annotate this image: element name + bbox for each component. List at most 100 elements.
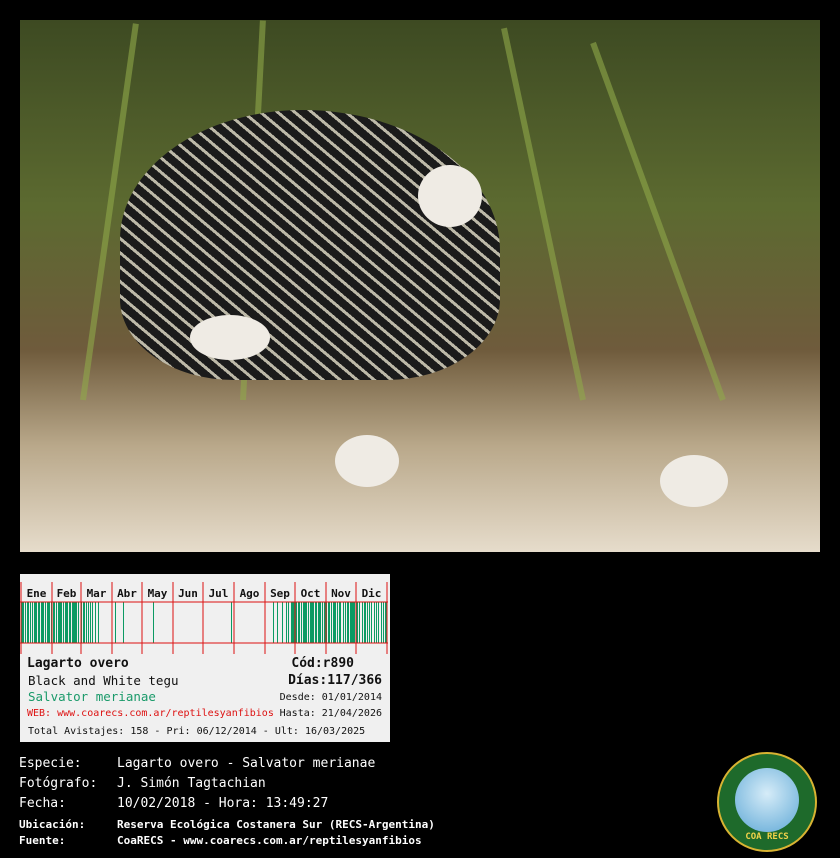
- sighting-bar: [374, 602, 375, 643]
- sighting-bar: [72, 602, 77, 643]
- sighting-bar: [90, 602, 91, 643]
- sighting-bar: [298, 602, 300, 643]
- sighting-bar: [364, 602, 366, 643]
- footer-fuente: Fuente: CoaRECS - www.coarecs.com.ar/rept…: [19, 834, 422, 847]
- sighting-bar: [381, 602, 382, 643]
- sighting-bar: [63, 602, 64, 643]
- coa-recs-logo: COA RECS: [717, 752, 817, 852]
- sighting-bar: [288, 602, 289, 643]
- month-label: Ene: [27, 587, 47, 600]
- sighting-bar: [53, 602, 55, 643]
- egg: [660, 455, 728, 507]
- sighting-bar: [286, 602, 287, 643]
- month-label: Oct: [301, 587, 321, 600]
- sighting-bar: [350, 602, 355, 643]
- grass: [590, 41, 726, 402]
- scientific-name: Salvator merianae: [28, 689, 156, 704]
- sighting-bar: [337, 602, 338, 643]
- common-name: Lagarto overo: [27, 656, 129, 671]
- sighting-bar: [362, 602, 363, 643]
- month-label: Abr: [117, 587, 137, 600]
- egg: [418, 165, 482, 227]
- sighting-bar: [38, 602, 40, 643]
- sighting-bar: [32, 602, 33, 643]
- month-label: Jun: [178, 587, 198, 600]
- sighting-bar: [301, 602, 302, 643]
- sighting-bar: [34, 602, 37, 643]
- sighting-bar: [339, 602, 341, 643]
- totals: Total Avistajes: 158 - Pri: 06/12/2014 -…: [28, 726, 366, 737]
- month-label: Feb: [57, 587, 77, 600]
- sighting-bar: [95, 602, 96, 643]
- sighting-bar: [47, 602, 50, 643]
- sighting-bar: [347, 602, 349, 643]
- sighting-bar: [356, 602, 358, 643]
- sighting-bar: [30, 602, 31, 643]
- sighting-bar: [371, 602, 372, 643]
- especie-value: Lagarto overo - Salvator merianae: [117, 756, 376, 771]
- sighting-bar: [328, 602, 330, 643]
- especie-label: Especie:: [19, 756, 82, 771]
- english-name: Black and White tegu: [28, 673, 179, 688]
- egg: [190, 315, 270, 360]
- fecha-value: 10/02/2018 - Hora: 13:49:27: [117, 796, 329, 811]
- month-label: Dic: [362, 587, 382, 600]
- sighting-bar: [322, 602, 323, 643]
- sighting-bar: [83, 602, 85, 643]
- sighting-bar: [282, 602, 283, 643]
- lizard: [120, 110, 500, 380]
- sighting-bar: [315, 602, 317, 643]
- month-label: Ago: [240, 587, 260, 600]
- sighting-bar: [310, 602, 314, 643]
- sighting-bar: [78, 602, 79, 643]
- photo: [20, 20, 820, 552]
- sighting-bar: [308, 602, 309, 643]
- sighting-bar: [273, 602, 274, 643]
- month-label: Jul: [209, 587, 229, 600]
- fotografo-value: J. Simón Tagtachian: [117, 776, 266, 791]
- footer-especie: Especie: Lagarto overo - Salvator meriana…: [19, 756, 375, 771]
- month-label: May: [148, 587, 168, 600]
- sighting-bar: [58, 602, 62, 643]
- sighting-bar: [376, 602, 377, 643]
- fotografo-label: Fotógrafo:: [19, 776, 98, 791]
- sighting-bar: [21, 602, 24, 643]
- sighting-bar: [123, 602, 124, 643]
- sighting-bar: [303, 602, 307, 643]
- month-label: Sep: [270, 587, 290, 600]
- sighting-bar: [115, 602, 116, 643]
- sighting-bar: [331, 602, 332, 643]
- grass: [501, 27, 586, 401]
- sighting-bar: [277, 602, 278, 643]
- month-label: Nov: [331, 587, 351, 600]
- code: Cód:r890: [291, 656, 354, 671]
- web-link[interactable]: WEB: www.coarecs.com.ar/reptilesyanfibio…: [27, 708, 274, 719]
- sighting-bar: [231, 602, 232, 643]
- sighting-bar: [25, 602, 26, 643]
- sighting-bar: [41, 602, 44, 643]
- sightings-calendar: Ene Feb Mar Abr May Jun Jul Ago Sep Oct Nov Dic: [20, 582, 388, 654]
- sighting-bar: [385, 602, 387, 643]
- sighting-bar: [45, 602, 46, 643]
- sighting-bar: [86, 602, 87, 643]
- sighting-bar: [56, 602, 57, 643]
- desde-date: Desde: 01/01/2014: [279, 692, 382, 703]
- fecha-label: Fecha:: [19, 796, 66, 811]
- sighting-bar: [98, 602, 99, 643]
- egg: [335, 435, 399, 487]
- sighting-bar: [69, 602, 71, 643]
- hasta-date: Hasta: 21/04/2026: [279, 708, 382, 719]
- sighting-bar: [318, 602, 321, 643]
- sighting-bar: [383, 602, 384, 643]
- logo-text: COA RECS: [745, 832, 789, 842]
- sighting-bar: [345, 602, 346, 643]
- sighting-bar: [27, 602, 29, 643]
- sighting-bar: [88, 602, 89, 643]
- sighting-bar: [92, 602, 93, 643]
- sighting-bar: [65, 602, 68, 643]
- ubicacion-value: Reserva Ecológica Costanera Sur (RECS-Ar…: [117, 818, 435, 831]
- footer-ubicacion: Ubicación: Reserva Ecológica Costanera Su…: [19, 818, 435, 831]
- sighting-bar: [378, 602, 379, 643]
- month-label: Mar: [87, 587, 107, 600]
- sighting-bar: [369, 602, 370, 643]
